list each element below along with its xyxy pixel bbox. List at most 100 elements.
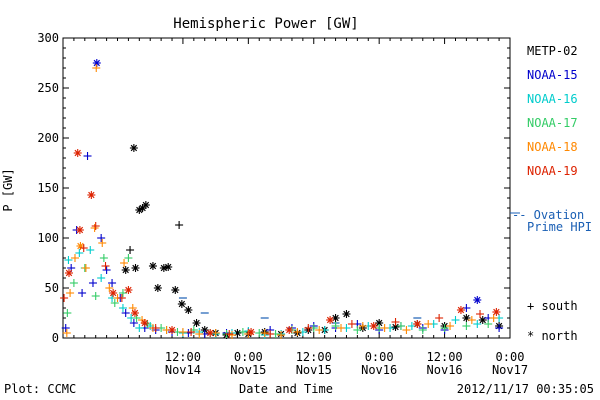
ovation-note-line1: -- Ovation: [512, 208, 584, 222]
point-noaa-18: [402, 326, 411, 334]
point-noaa-18: [178, 328, 187, 336]
point-noaa-19: [64, 269, 73, 277]
point-noaa-15: [102, 266, 111, 274]
point-noaa-15: [462, 304, 471, 312]
point-noaa-18: [446, 322, 455, 330]
legend: METP-02 NOAA-15 NOAA-16 NOAA-17 NOAA-18 NOAA-…: [527, 44, 578, 178]
footer-credit: Plot: CCMC: [4, 382, 76, 396]
x-tick-day-label: Nov16: [427, 363, 463, 377]
point-noaa-19: [413, 320, 422, 328]
point-noaa-19: [168, 326, 177, 334]
point-noaa-19: [140, 319, 149, 327]
x-tick-time-label: 12:00: [296, 350, 332, 364]
point-noaa-16: [75, 249, 84, 257]
point-noaa-19: [73, 149, 82, 157]
point-noaa-18: [195, 330, 204, 338]
y-tick-label: 150: [37, 181, 59, 195]
x-tick-day-label: Nov17: [492, 363, 528, 377]
point-noaa-18: [424, 320, 433, 328]
point-noaa-16: [118, 304, 127, 312]
point-noaa-18: [467, 316, 476, 324]
point-noaa-19: [266, 330, 275, 338]
y-tick-label: 100: [37, 231, 59, 245]
point-noaa-18: [98, 239, 107, 247]
point-noaa-18: [66, 289, 75, 297]
x-tick-day-label: Nov14: [165, 363, 201, 377]
point-noaa-19: [456, 306, 465, 314]
point-noaa-19: [79, 244, 88, 252]
point-noaa-19: [369, 322, 378, 330]
ovation-prime-note: -- Ovation Prime HPI: [510, 208, 592, 234]
plot-frame: [62, 37, 511, 339]
y-tick-label: 250: [37, 81, 59, 95]
point-noaa-15: [88, 279, 97, 287]
x-axis: 12:00Nov140:00Nov1512:00Nov150:00Nov1612…: [62, 38, 528, 377]
ovation-note-line2: Prime HPI: [527, 220, 592, 234]
y-tick-label: 300: [37, 31, 59, 45]
point-noaa-17: [99, 254, 108, 262]
point-metp-02: [462, 314, 471, 322]
point-noaa-18: [92, 64, 101, 72]
point-noaa-15: [473, 296, 482, 304]
point-noaa-19: [109, 289, 118, 297]
point-noaa-17: [63, 309, 72, 317]
symbol-key-south: + south: [527, 299, 578, 313]
point-noaa-17: [124, 254, 133, 262]
footer-x-label: Date and Time: [239, 382, 333, 396]
point-noaa-19: [151, 324, 160, 332]
legend-entry-noaa-16: NOAA-16: [527, 92, 578, 106]
point-noaa-18: [380, 324, 389, 332]
y-tick-label: 200: [37, 131, 59, 145]
point-noaa-17: [396, 322, 405, 330]
point-noaa-16: [135, 324, 144, 332]
point-metp-02: [171, 286, 180, 294]
x-tick-day-label: Nov15: [230, 363, 266, 377]
point-noaa-18: [70, 254, 79, 262]
point-noaa-16: [451, 316, 460, 324]
point-noaa-19: [91, 222, 100, 230]
point-noaa-18: [315, 326, 324, 334]
point-noaa-15: [61, 324, 70, 332]
point-noaa-19: [101, 262, 110, 270]
chart-title: Hemispheric Power [GW]: [173, 16, 358, 32]
point-metp-02: [375, 319, 384, 327]
point-noaa-16: [97, 274, 106, 282]
point-noaa-18: [358, 322, 367, 330]
point-noaa-19: [492, 308, 501, 316]
point-metp-02: [141, 201, 150, 209]
point-noaa-18: [81, 264, 90, 272]
point-noaa-19: [87, 191, 96, 199]
point-noaa-15: [495, 324, 504, 332]
point-noaa-16: [64, 256, 73, 264]
point-noaa-18: [90, 224, 99, 232]
point-noaa-17: [91, 292, 100, 300]
point-noaa-18: [260, 329, 269, 337]
point-metp-02: [342, 310, 351, 318]
y-axis-label: P [GW]: [1, 168, 15, 211]
point-noaa-18: [62, 329, 71, 337]
point-noaa-19: [326, 316, 335, 324]
point-noaa-19: [60, 294, 69, 302]
point-noaa-16: [407, 322, 416, 330]
y-tick-label: 50: [45, 281, 59, 295]
legend-entry-noaa-15: NOAA-15: [527, 68, 578, 82]
point-metp-02: [153, 284, 162, 292]
point-noaa-18: [489, 314, 498, 322]
point-noaa-15: [129, 319, 138, 327]
point-noaa-16: [86, 246, 95, 254]
point-noaa-17: [462, 322, 471, 330]
point-metp-02: [164, 263, 173, 271]
symbol-key: + south * north: [527, 299, 578, 343]
x-tick-day-label: Nov15: [296, 363, 332, 377]
x-tick-time-label: 0:00: [234, 350, 263, 364]
point-noaa-18: [277, 331, 286, 339]
legend-entry-noaa-19: NOAA-19: [527, 164, 578, 178]
y-axis: 0 50 100 150 200 250 300: [37, 31, 510, 345]
point-noaa-15: [121, 309, 130, 317]
point-noaa-15: [78, 289, 87, 297]
point-noaa-19: [124, 286, 133, 294]
legend-entry-noaa-17: NOAA-17: [527, 116, 578, 130]
point-noaa-18: [293, 328, 302, 336]
x-tick-time-label: 0:00: [365, 350, 394, 364]
